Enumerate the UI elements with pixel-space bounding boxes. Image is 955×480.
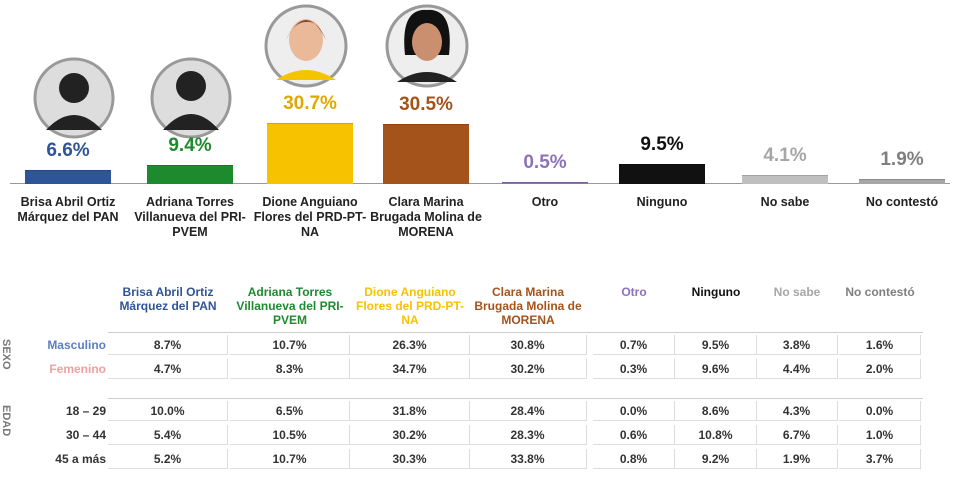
- category-label: Brisa Abril Ortiz Márquez del PAN: [9, 195, 127, 225]
- avatar: [387, 6, 467, 86]
- value-label: 9.4%: [130, 135, 250, 157]
- table-cell: 31.8%: [350, 401, 470, 421]
- row-label: 30 – 44: [20, 425, 106, 445]
- avatar: [35, 59, 113, 137]
- table-cell: 30.2%: [350, 425, 470, 445]
- table-cell: 9.5%: [675, 335, 757, 355]
- table-cell: 0.7%: [593, 335, 675, 355]
- bar: [859, 179, 945, 184]
- table-cell: 0.3%: [593, 359, 675, 379]
- category-label: Otro: [486, 195, 604, 210]
- row-label: Masculino: [20, 335, 106, 355]
- group-rule: [108, 332, 923, 333]
- value-label: 6.6%: [8, 140, 128, 162]
- table-cell: 9.2%: [675, 449, 757, 469]
- table-cell: 10.8%: [675, 425, 757, 445]
- bar: [25, 170, 111, 184]
- bar: [742, 175, 828, 184]
- column-header: Clara Marina Brugada Molina de MORENA: [472, 285, 584, 327]
- row-label: Femenino: [20, 359, 106, 379]
- column-header: Brisa Abril Ortiz Márquez del PAN: [112, 285, 224, 313]
- table-cell: 4.4%: [756, 359, 838, 379]
- table-cell: 0.0%: [593, 401, 675, 421]
- table-cell: 3.8%: [756, 335, 838, 355]
- category-label: Dione Anguiano Flores del PRD-PT-NA: [251, 195, 369, 240]
- table-cell: 5.4%: [108, 425, 228, 445]
- table-cell: 9.6%: [675, 359, 757, 379]
- table-cell: 10.7%: [230, 449, 350, 469]
- column-header: Adriana Torres Villanueva del PRI-PVEM: [234, 285, 346, 327]
- table-cell: 30.3%: [350, 449, 470, 469]
- column-header: No contestó: [824, 285, 936, 299]
- table-cell: 1.0%: [839, 425, 921, 445]
- value-label: 30.7%: [250, 93, 370, 115]
- category-label: Adriana Torres Villanueva del PRI-PVEM: [131, 195, 249, 240]
- table-cell: 0.6%: [593, 425, 675, 445]
- table-cell: 3.7%: [839, 449, 921, 469]
- table-cell: 0.0%: [839, 401, 921, 421]
- table-cell: 30.8%: [469, 335, 587, 355]
- table-cell: 8.6%: [675, 401, 757, 421]
- table-cell: 33.8%: [469, 449, 587, 469]
- group-label: SEXO: [0, 339, 12, 370]
- table-cell: 28.3%: [469, 425, 587, 445]
- table-cell: 8.3%: [230, 359, 350, 379]
- bar: [383, 124, 469, 184]
- table-cell: 30.2%: [469, 359, 587, 379]
- table-cell: 8.7%: [108, 335, 228, 355]
- category-label: Ninguno: [603, 195, 721, 210]
- table-cell: 4.7%: [108, 359, 228, 379]
- group-rule: [108, 398, 923, 399]
- table-cell: 6.5%: [230, 401, 350, 421]
- table-cell: 4.3%: [756, 401, 838, 421]
- avatar: [152, 59, 230, 137]
- value-label: 0.5%: [485, 152, 605, 174]
- page: 6.6% Brisa Abril Ortiz Márquez del PAN 9.4…: [0, 0, 955, 480]
- table-cell: 1.9%: [756, 449, 838, 469]
- bar: [147, 165, 233, 184]
- value-label: 4.1%: [725, 145, 845, 167]
- value-label: 1.9%: [842, 149, 955, 171]
- row-label: 18 – 29: [20, 401, 106, 421]
- table-cell: 5.2%: [108, 449, 228, 469]
- table-cell: 34.7%: [350, 359, 470, 379]
- table-cell: 2.0%: [839, 359, 921, 379]
- table-cell: 10.0%: [108, 401, 228, 421]
- table-cell: 28.4%: [469, 401, 587, 421]
- table-cell: 1.6%: [839, 335, 921, 355]
- bar: [502, 182, 588, 184]
- group-label: EDAD: [0, 405, 12, 436]
- table-cell: 26.3%: [350, 335, 470, 355]
- table-cell: 6.7%: [756, 425, 838, 445]
- bar: [619, 164, 705, 184]
- category-label: No sabe: [726, 195, 844, 210]
- category-label: No contestó: [843, 195, 955, 210]
- table-cell: 10.5%: [230, 425, 350, 445]
- value-label: 9.5%: [602, 134, 722, 156]
- category-label: Clara Marina Brugada Molina de MORENA: [367, 195, 485, 240]
- bar: [267, 123, 353, 184]
- table-cell: 10.7%: [230, 335, 350, 355]
- row-label: 45 a más: [20, 449, 106, 469]
- avatar: [266, 6, 346, 86]
- table-cell: 0.8%: [593, 449, 675, 469]
- value-label: 30.5%: [366, 94, 486, 116]
- column-header: Dione Anguiano Flores del PRD-PT-NA: [354, 285, 466, 327]
